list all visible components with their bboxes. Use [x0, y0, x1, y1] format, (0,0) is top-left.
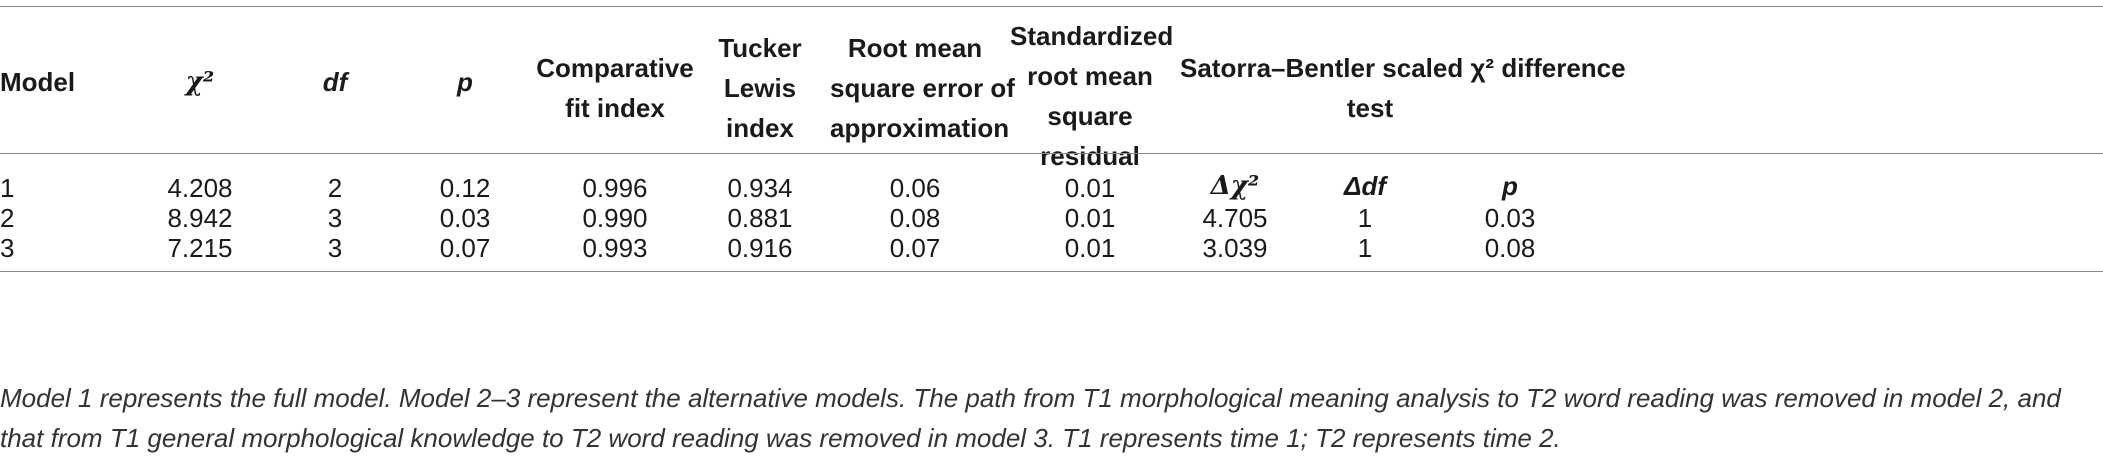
- cell-p: 0.07: [439, 233, 491, 263]
- header-rmsea: Root mean square error of approximation: [830, 28, 1015, 148]
- cell-delta-p: 0.03: [1484, 203, 1536, 233]
- cell-model: 3: [0, 233, 15, 263]
- cell-srmr: 0.01: [1064, 173, 1116, 203]
- bottom-rule: [0, 271, 2103, 272]
- cell-srmr: 0.01: [1064, 233, 1116, 263]
- header-rmsea-line2: square error of: [830, 73, 1015, 103]
- cell-df: 3: [327, 233, 343, 263]
- cell-cfi: 0.993: [582, 233, 648, 263]
- header-srmr: Standardized root mean square residual: [1010, 16, 1174, 176]
- header-cfi: Comparative fit index: [530, 48, 700, 128]
- header-model: Model: [0, 67, 76, 97]
- header-p: p: [457, 67, 473, 97]
- cell-df: 3: [327, 203, 343, 233]
- cell-rmsea: 0.06: [889, 173, 941, 203]
- header-rmsea-line3: approximation: [830, 113, 1010, 143]
- cell-df: 2: [327, 173, 343, 203]
- cell-delta-chi2: 4.705: [1202, 203, 1268, 233]
- header-rmsea-line1: Root mean: [847, 33, 983, 63]
- header-srmr-line4: residual: [1040, 141, 1140, 171]
- header-rule: [0, 153, 2103, 154]
- header-chi-square: χ²: [185, 67, 215, 97]
- cell-srmr: 0.01: [1064, 203, 1116, 233]
- header-cfi-line1: Comparative: [536, 53, 694, 83]
- cell-delta-chi2: 3.039: [1202, 233, 1268, 263]
- cell-chi2: 7.215: [167, 233, 233, 263]
- cell-tli: 0.916: [727, 233, 793, 263]
- top-rule: [0, 6, 2103, 7]
- header-srmr-line3: square: [1047, 101, 1133, 131]
- subheader-delta-df: Δdf: [1344, 171, 1386, 201]
- cell-p: 0.12: [439, 173, 491, 203]
- subheader-p: p: [1502, 171, 1518, 201]
- header-tli-line2: Lewis: [723, 73, 797, 103]
- cell-tli: 0.934: [727, 173, 793, 203]
- header-srmr-line1: Standardized: [1010, 21, 1174, 51]
- cell-delta-df: 1: [1357, 233, 1373, 263]
- header-tli-line1: Tucker: [718, 33, 802, 63]
- cell-p: 0.03: [439, 203, 491, 233]
- header-tli-line3: index: [726, 113, 794, 143]
- header-sb-difference-test: Satorra–Bentler scaled χ² difference tes…: [1180, 48, 1626, 128]
- cell-cfi: 0.990: [582, 203, 648, 233]
- cell-rmsea: 0.08: [889, 203, 941, 233]
- header-cfi-line2: fit index: [565, 93, 665, 123]
- cell-model: 2: [0, 203, 15, 233]
- subheader-delta-chi-square: Δχ²: [1210, 171, 1260, 201]
- header-tli: Tucker Lewis index: [700, 28, 820, 148]
- cell-cfi: 0.996: [582, 173, 648, 203]
- cell-delta-df: 1: [1357, 203, 1373, 233]
- cell-chi2: 4.208: [167, 173, 233, 203]
- cell-chi2: 8.942: [167, 203, 233, 233]
- cell-model: 1: [0, 173, 15, 203]
- header-srmr-line2: root mean: [1027, 61, 1153, 91]
- header-sb-line2: test: [1346, 93, 1394, 123]
- cell-rmsea: 0.07: [889, 233, 941, 263]
- table-footnote: Model 1 represents the full model. Model…: [0, 383, 2061, 453]
- header-df: df: [322, 67, 348, 97]
- cell-tli: 0.881: [727, 203, 793, 233]
- header-sb-line1: Satorra–Bentler scaled χ² difference: [1180, 53, 1626, 83]
- cell-delta-p: 0.08: [1484, 233, 1536, 263]
